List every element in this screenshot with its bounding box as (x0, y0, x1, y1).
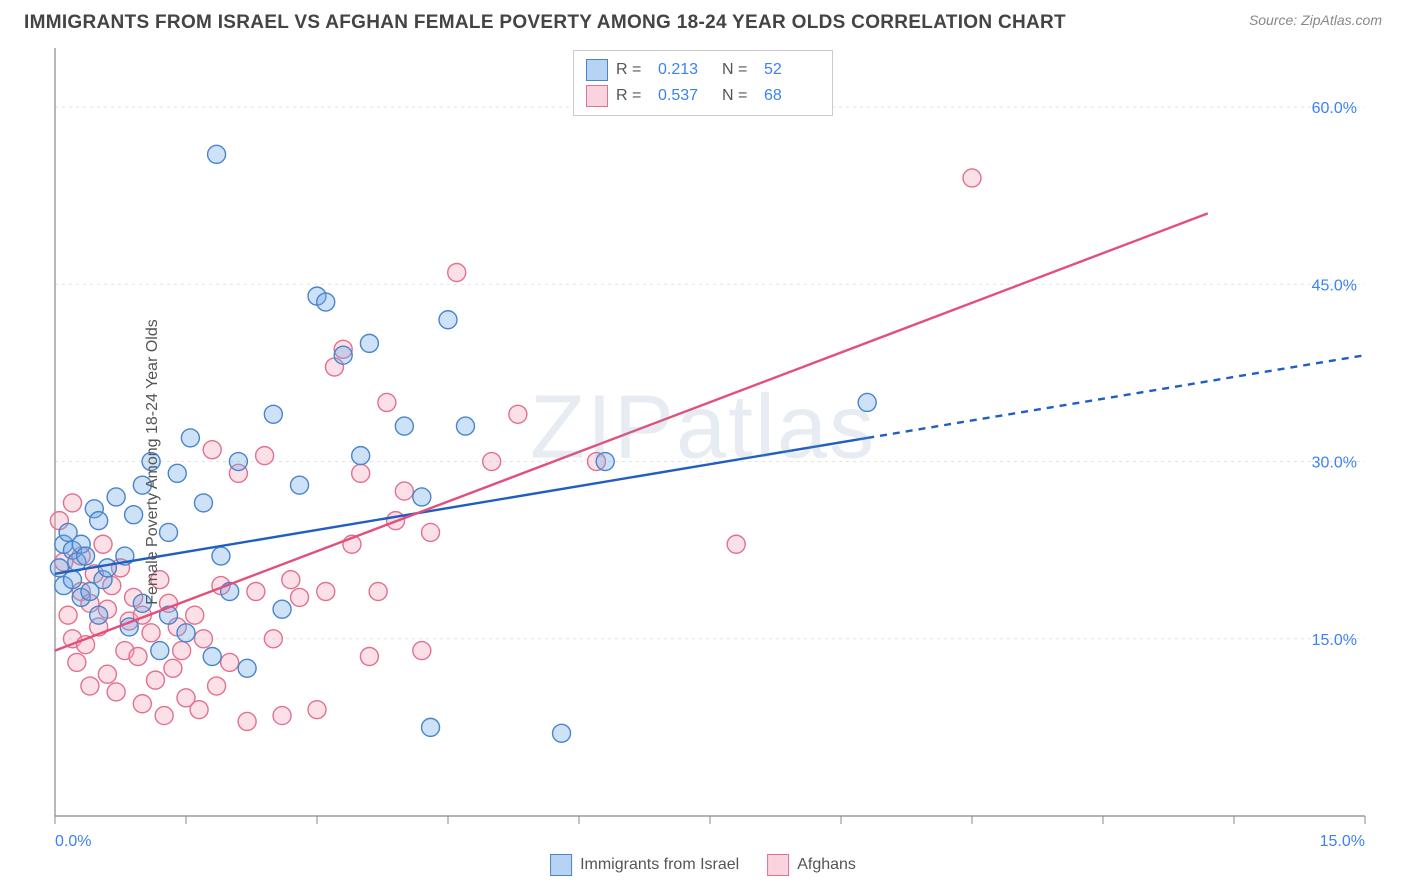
legend-n-label: N = (722, 87, 756, 105)
legend-swatch-afghan (767, 854, 789, 876)
legend-label-israel: Immigrants from Israel (580, 856, 739, 874)
legend-correlation: R = 0.213 N = 52 R = 0.537 N = 68 (573, 50, 833, 116)
svg-text:60.0%: 60.0% (1312, 100, 1357, 117)
svg-text:0.0%: 0.0% (55, 833, 91, 850)
legend-r-label: R = (616, 87, 650, 105)
source-credit: Source: ZipAtlas.com (1249, 12, 1382, 28)
svg-text:45.0%: 45.0% (1312, 277, 1357, 294)
y-axis-label: Female Poverty Among 18-24 Year Olds (144, 319, 162, 605)
svg-text:15.0%: 15.0% (1312, 632, 1357, 649)
legend-swatch-israel (586, 59, 608, 81)
legend-n-israel: 52 (764, 61, 820, 79)
legend-r-israel: 0.213 (658, 61, 714, 79)
chart-title: IMMIGRANTS FROM ISRAEL VS AFGHAN FEMALE … (24, 12, 1066, 34)
legend-r-label: R = (616, 61, 650, 79)
legend-label-afghan: Afghans (797, 856, 856, 874)
legend-swatch-israel (550, 854, 572, 876)
legend-n-label: N = (722, 61, 756, 79)
legend-r-afghan: 0.537 (658, 87, 714, 105)
svg-text:15.0%: 15.0% (1320, 833, 1365, 850)
scatter-plot: 15.0% 30.0% 45.0% 60.0% 0.0% 15.0% (0, 42, 1406, 882)
chart-container: Female Poverty Among 18-24 Year Olds ZIP… (0, 42, 1406, 882)
legend-swatch-afghan (586, 85, 608, 107)
svg-text:30.0%: 30.0% (1312, 455, 1357, 472)
legend-n-afghan: 68 (764, 87, 820, 105)
legend-series: Immigrants from Israel Afghans (550, 854, 856, 876)
